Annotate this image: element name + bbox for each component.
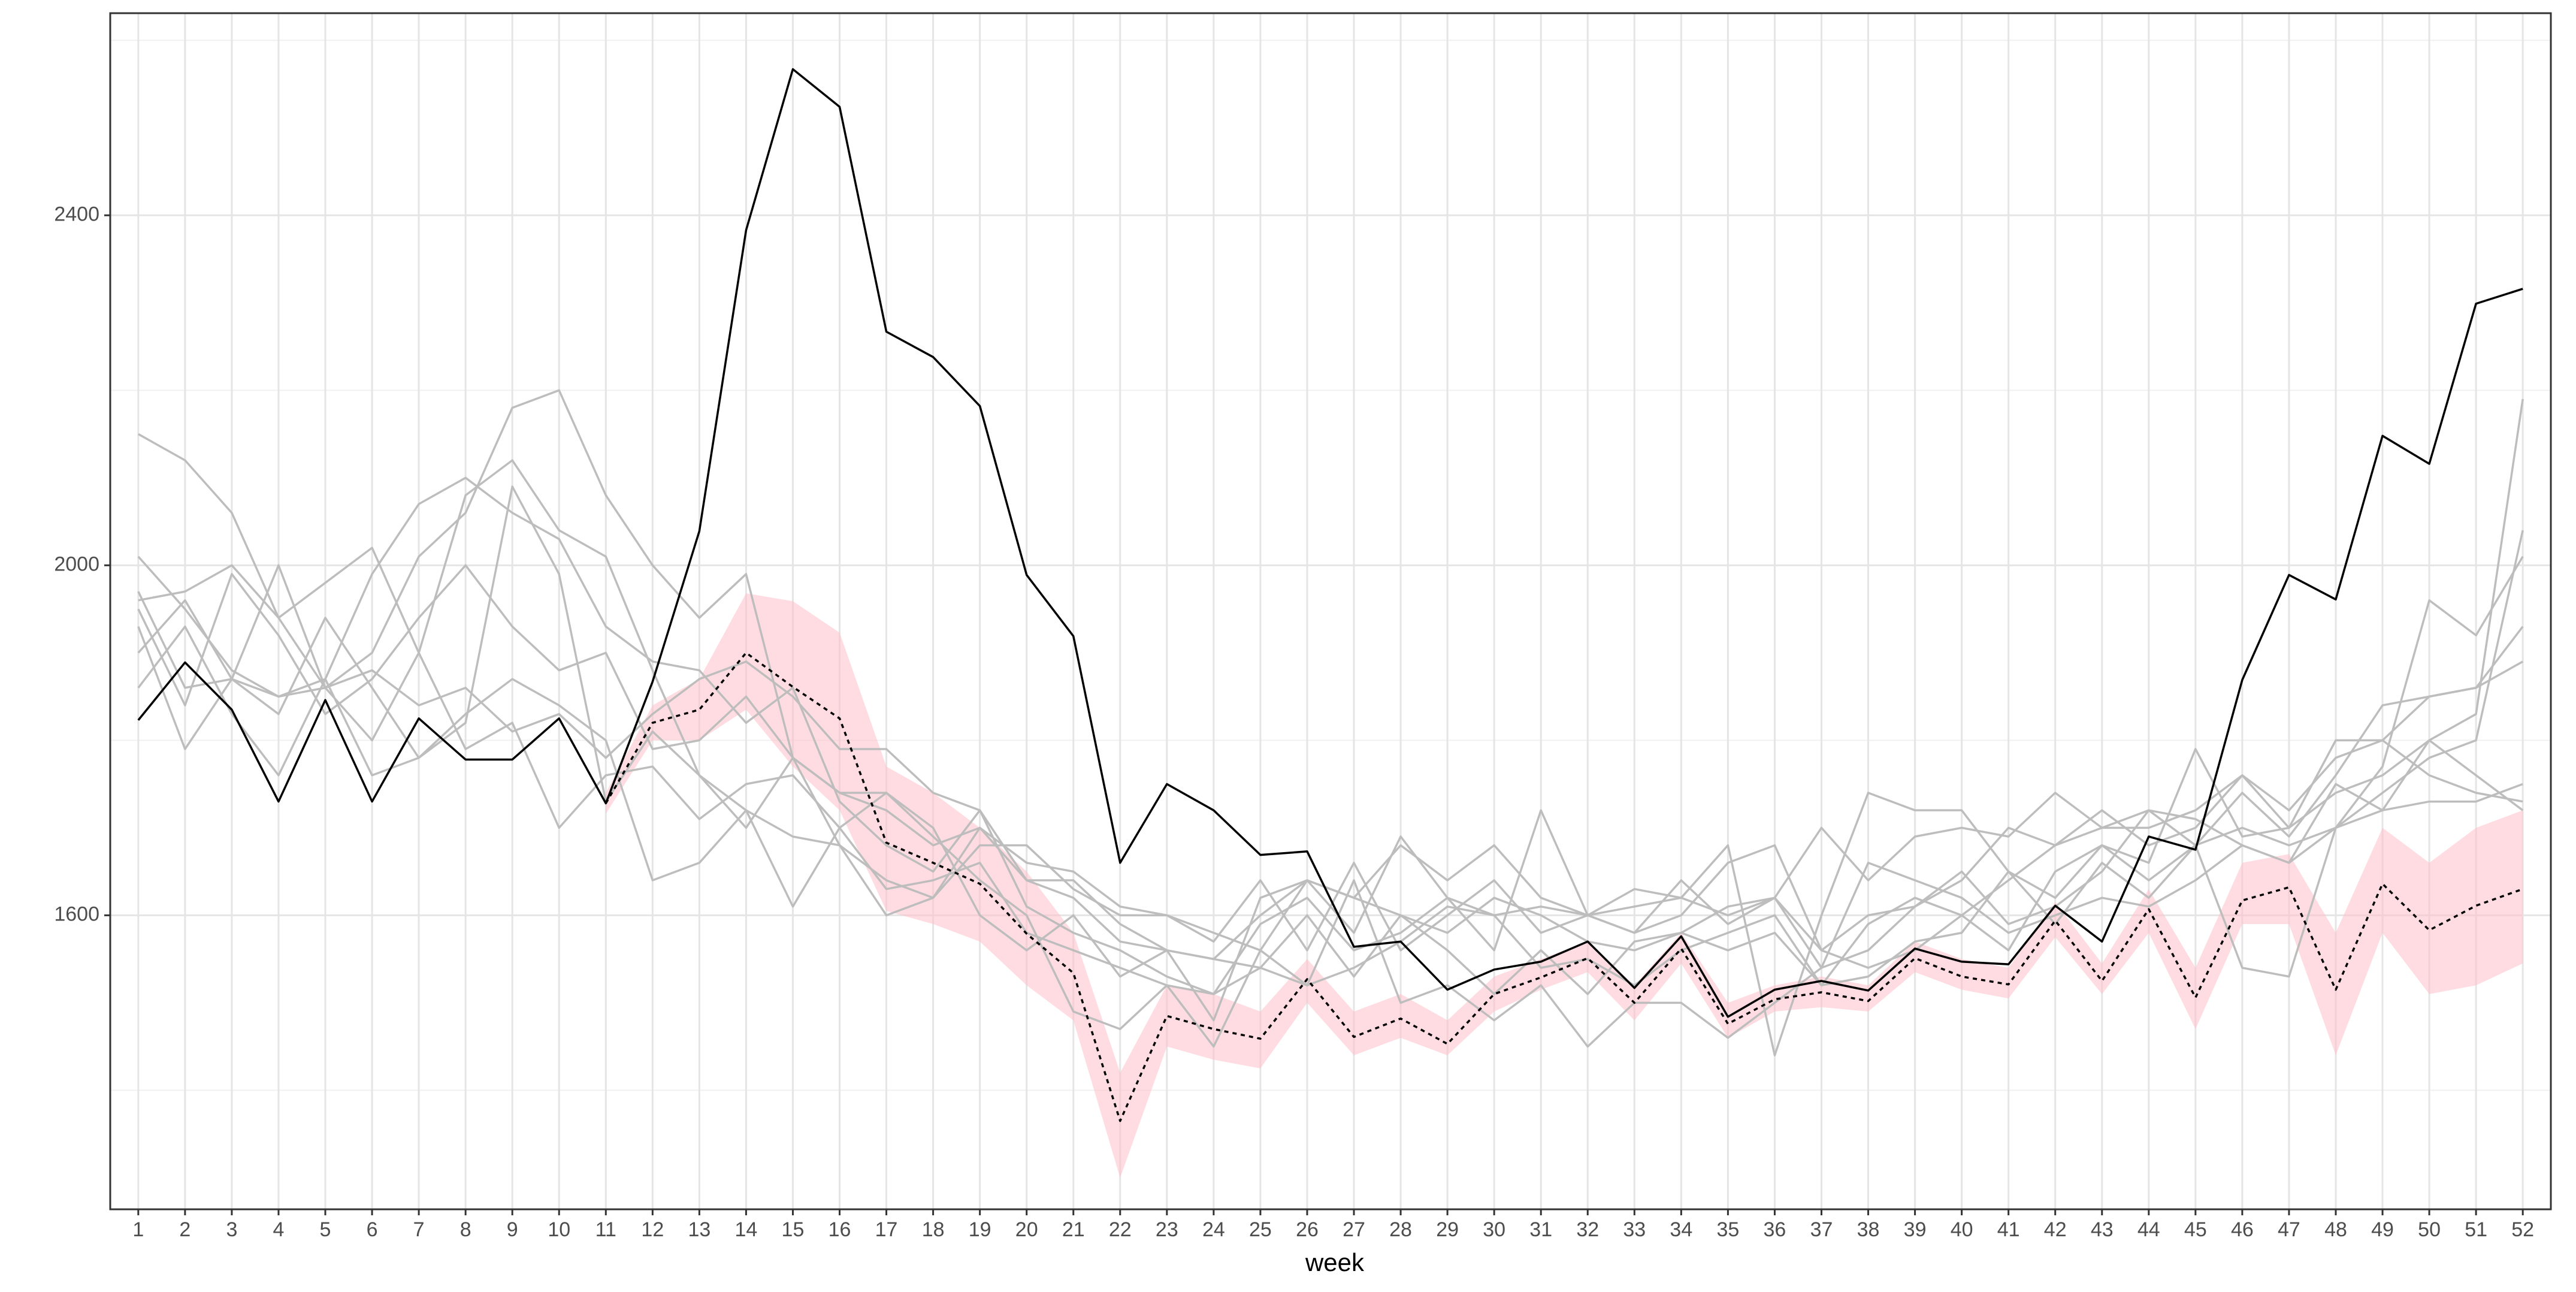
x-tick-label: 10 [548,1218,570,1241]
x-tick-label: 7 [413,1218,425,1241]
series-line [137,556,2524,1030]
x-tick-label: 24 [1202,1218,1225,1241]
x-tick-label: 4 [273,1218,285,1241]
series-line [137,68,2523,1018]
plot-background [110,13,2551,1209]
x-tick-label: 5 [320,1218,331,1241]
x-tick-label: 34 [1670,1218,1692,1241]
x-tick-label: 32 [1576,1218,1599,1241]
x-tick-label: 28 [1389,1218,1412,1241]
x-tick-label: 50 [2418,1218,2441,1241]
x-tick-label: 11 [595,1218,616,1241]
x-tick-label: 44 [2137,1218,2160,1241]
x-tick-label: 15 [782,1218,805,1241]
x-tick-label: 38 [1857,1218,1880,1241]
x-tick-label: 1 [132,1218,144,1241]
x-tick-label: 43 [2091,1218,2114,1241]
x-tick-label: 14 [735,1218,758,1241]
y-tick-label: 2000 [54,553,99,575]
x-tick-label: 9 [507,1218,518,1241]
x-tick-label: 25 [1249,1218,1272,1241]
x-tick-label: 21 [1062,1218,1085,1241]
x-tick-label: 31 [1529,1218,1552,1241]
x-tick-label: 40 [1951,1218,1973,1241]
x-tick-label: 18 [922,1218,945,1241]
x-tick-label: 52 [2511,1218,2534,1241]
series-line [137,626,2524,1048]
x-tick-label: 47 [2278,1218,2300,1241]
x-tick-label: 49 [2371,1218,2394,1241]
y-tick-label: 2400 [54,203,99,225]
x-tick-label: 26 [1296,1218,1319,1241]
x-tick-label: 2 [179,1218,191,1241]
x-tick-label: 20 [1015,1218,1038,1241]
x-tick-label: 22 [1109,1218,1132,1241]
x-tick-label: 3 [226,1218,237,1241]
x-tick-label: 46 [2231,1218,2254,1241]
series-line [604,651,2523,1122]
x-tick-label: 29 [1436,1218,1459,1241]
series-line [138,389,2524,952]
panel-border [109,12,2552,1211]
x-tick-label: 33 [1623,1218,1646,1241]
x-tick-label: 35 [1716,1218,1739,1241]
y-tick-label: 1600 [54,902,99,925]
x-tick-label: 39 [1904,1218,1927,1241]
x-tick-label: 12 [641,1218,664,1241]
x-tick-label: 6 [367,1218,378,1241]
x-tick-label: 30 [1483,1218,1505,1241]
x-tick-label: 36 [1764,1218,1786,1241]
x-tick-label: 23 [1156,1218,1178,1241]
series-line [137,476,2524,995]
x-tick-label: 42 [2044,1218,2067,1241]
x-tick-label: 27 [1343,1218,1365,1241]
x-axis-label: week [1305,1248,1365,1276]
x-tick-label: 45 [2184,1218,2207,1241]
x-tick-label: 48 [2324,1218,2347,1241]
series-line [137,485,2524,952]
x-tick-label: 13 [688,1218,710,1241]
x-tick-label: 8 [460,1218,471,1241]
x-tick-label: 19 [969,1218,991,1241]
series-line [137,564,2523,986]
x-tick-label: 17 [875,1218,898,1241]
band [606,593,2523,1178]
x-tick-label: 41 [1997,1218,2020,1241]
x-tick-label: 16 [829,1218,851,1241]
x-tick-label: 51 [2465,1218,2487,1241]
x-tick-label: 37 [1810,1218,1833,1241]
